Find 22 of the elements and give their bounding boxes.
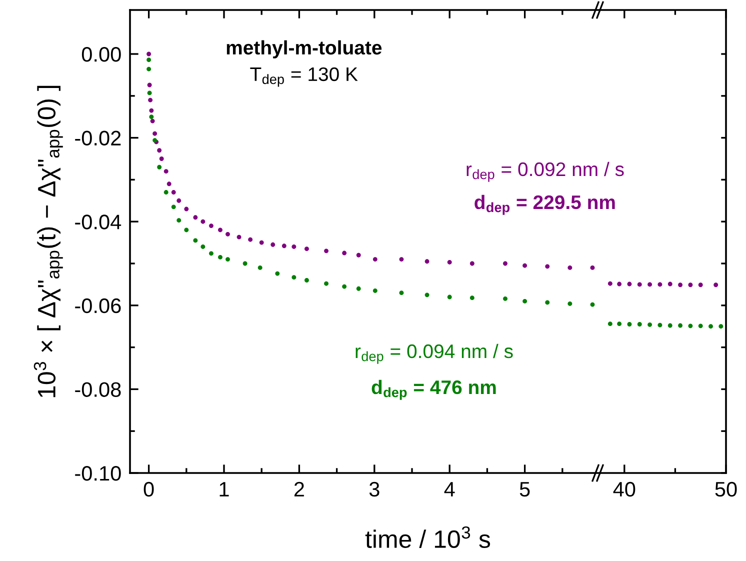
text: T$_{dep}$ = 130 K bbox=[250, 67, 358, 87]
y-tick-label: -0.10 bbox=[75, 466, 121, 481]
annotation: d$_{dep}$ = 229.5 nm bbox=[474, 194, 615, 215]
x-tick-label: 0 bbox=[144, 482, 154, 497]
text: methyl-m-toluate bbox=[226, 40, 382, 58]
x-tick-label: 50 bbox=[715, 482, 737, 497]
x-tick-label: 5 bbox=[520, 482, 530, 497]
y-tick-label: -0.06 bbox=[75, 298, 121, 314]
x-tick-label: 4 bbox=[444, 482, 455, 496]
y-tick-label: -0.02 bbox=[75, 130, 121, 146]
x-axis-title: time / 10$^{3}$ s bbox=[365, 526, 490, 548]
annotation: d$_{dep}$ = 476 nm bbox=[372, 380, 496, 400]
y-tick-label: 0.00 bbox=[82, 46, 121, 62]
y-tick-label: -0.04 bbox=[75, 214, 122, 230]
y-tick-label: -0.08 bbox=[75, 382, 121, 397]
annotation: r$_{dep}$ = 0.092 nm / s bbox=[466, 162, 624, 182]
x-tick-label: 40 bbox=[613, 482, 636, 497]
x-tick-label: 1 bbox=[220, 482, 229, 496]
x-tick-label: 2 bbox=[294, 482, 304, 496]
x-tick-label: 3 bbox=[369, 482, 380, 497]
annotation: r$_{dep}$ = 0.094 nm / s bbox=[356, 344, 513, 364]
y-axis-title: 10$^{3}$ × [ Δχ"$_{app}$(t) − Δχ"$_{app}$(0) ] bbox=[34, 86, 63, 398]
